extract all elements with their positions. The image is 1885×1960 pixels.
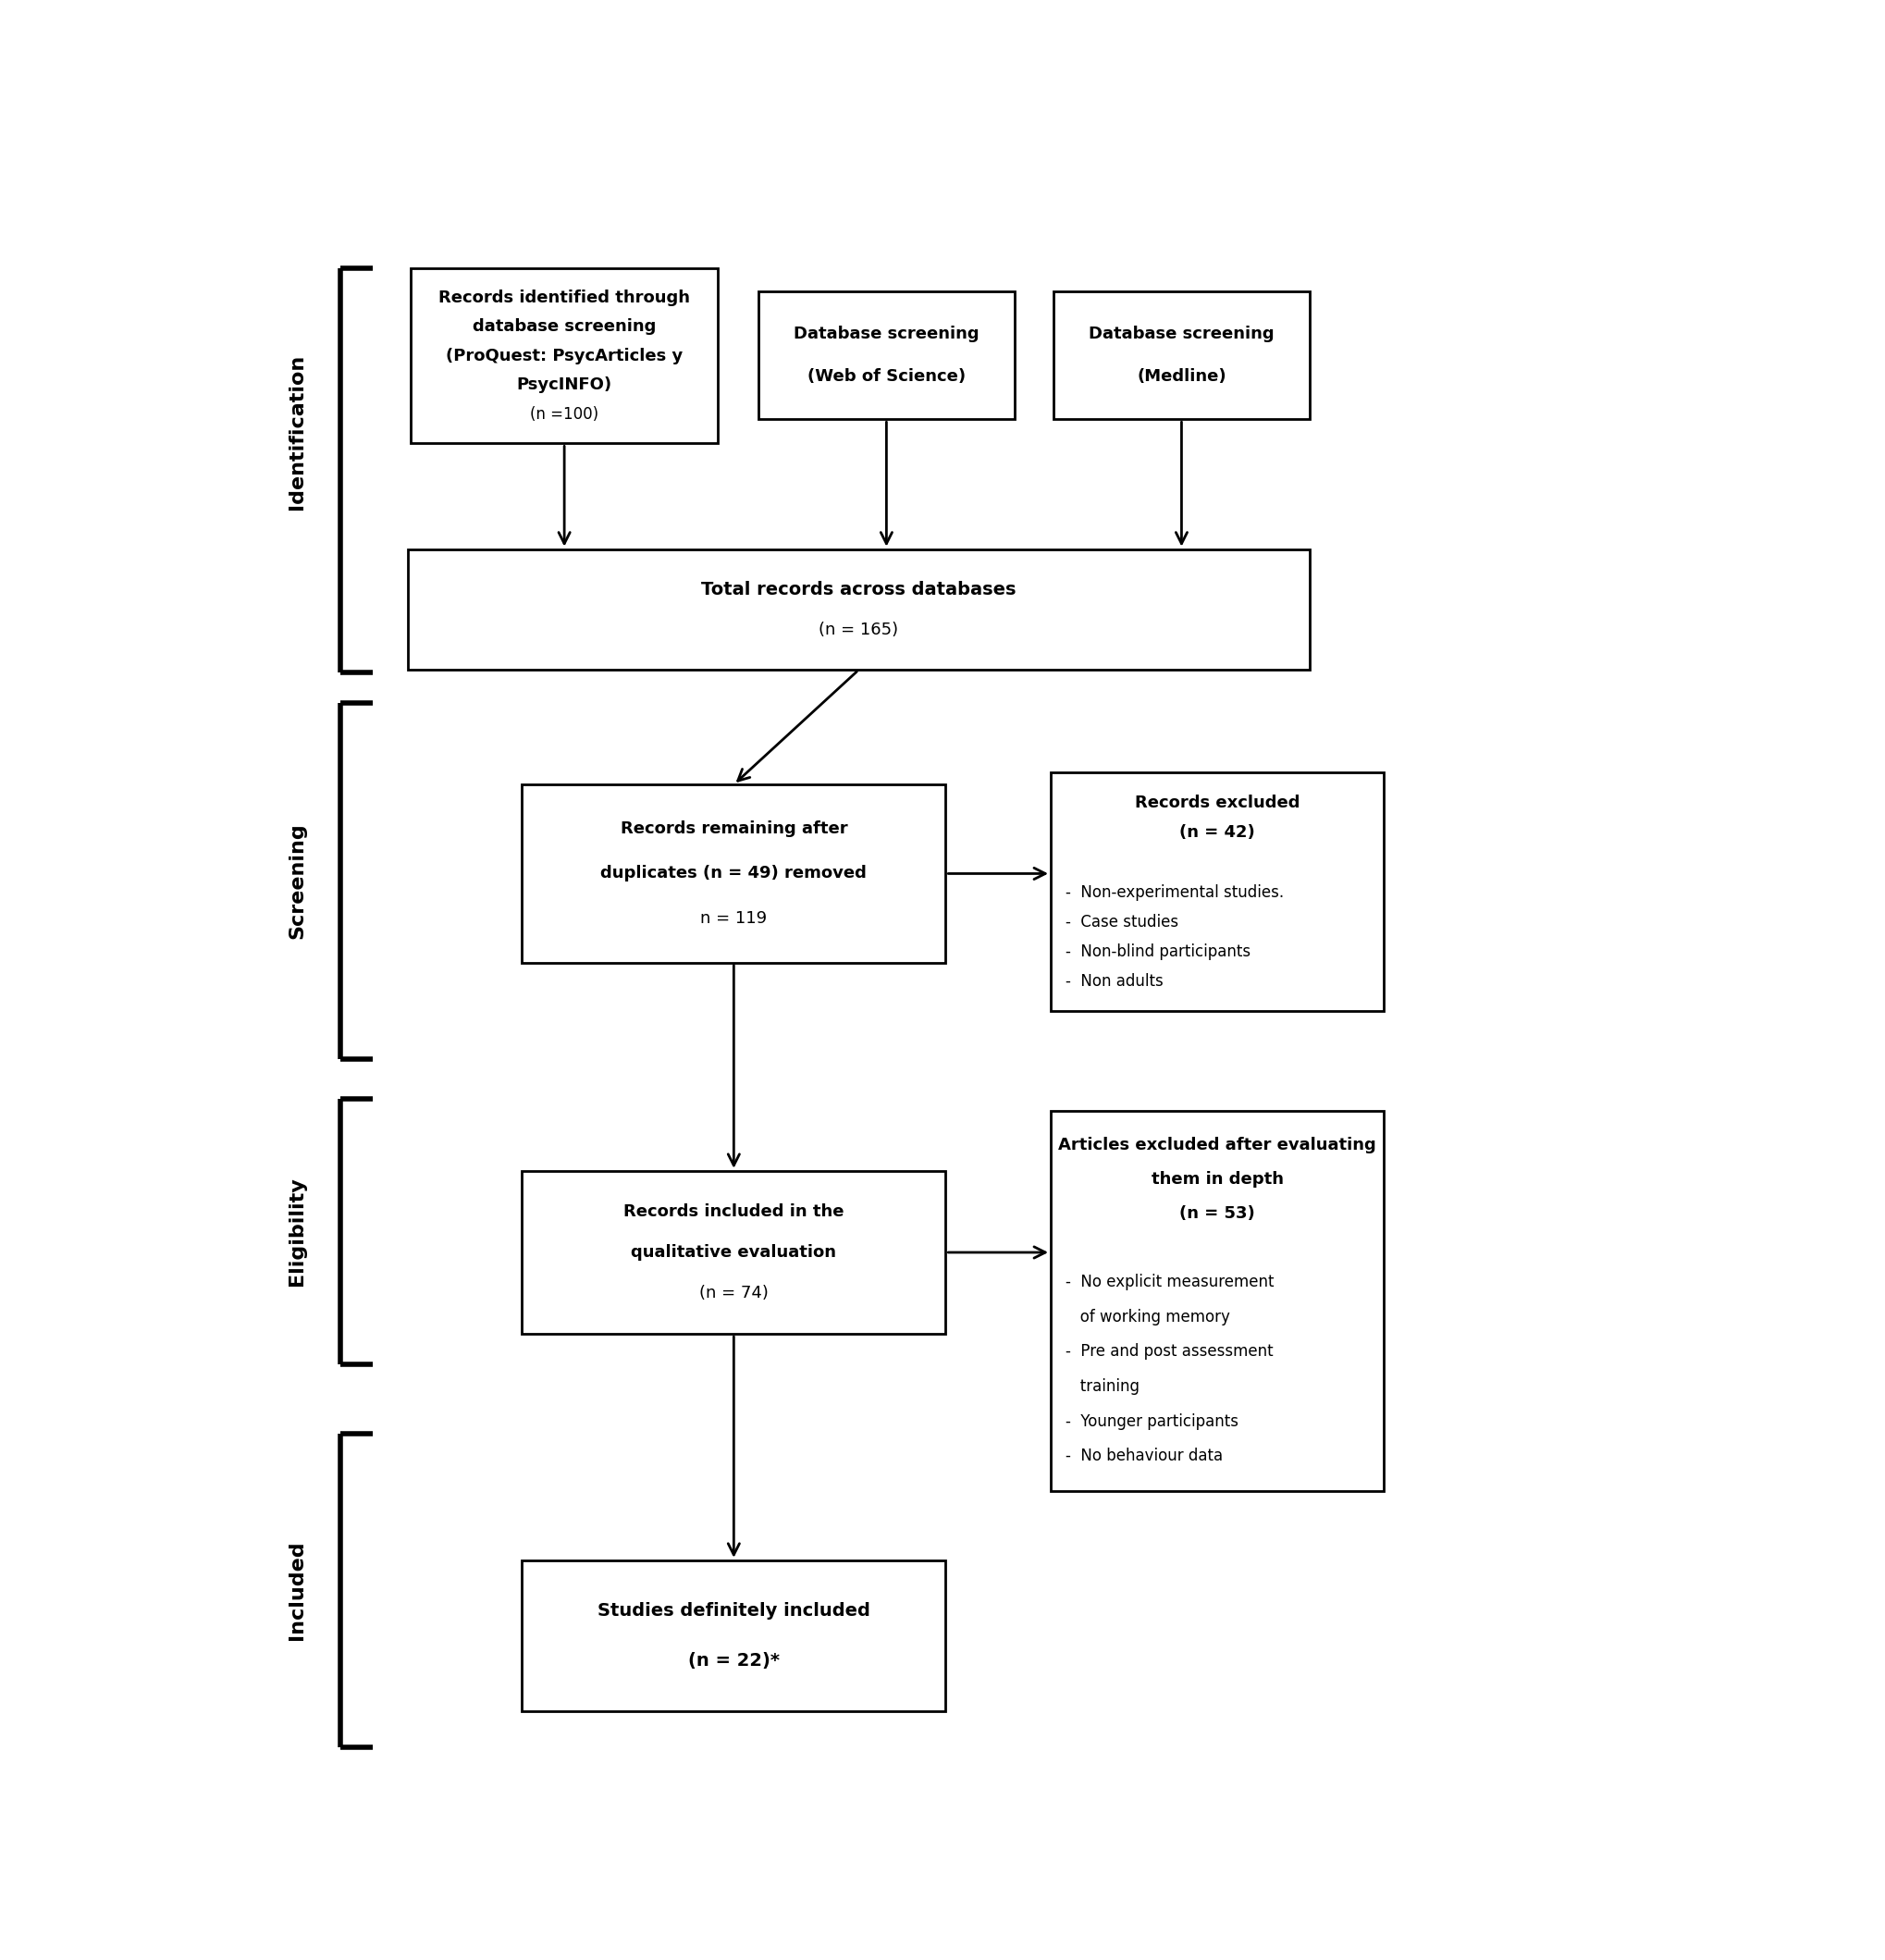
FancyBboxPatch shape: [411, 269, 718, 443]
Text: PsycINFO): PsycINFO): [516, 376, 613, 394]
Text: -  Case studies: - Case studies: [1065, 913, 1178, 931]
FancyBboxPatch shape: [522, 784, 946, 962]
Text: (n = 165): (n = 165): [818, 621, 899, 637]
Text: qualitative evaluation: qualitative evaluation: [631, 1245, 837, 1260]
Text: Records remaining after: Records remaining after: [620, 821, 848, 837]
Text: (n =100): (n =100): [530, 406, 599, 423]
Text: (ProQuest: PsycArticles y: (ProQuest: PsycArticles y: [447, 347, 682, 365]
Text: -  No explicit measurement: - No explicit measurement: [1065, 1274, 1274, 1290]
Text: (n = 22)*: (n = 22)*: [688, 1652, 780, 1670]
Text: (n = 42): (n = 42): [1180, 825, 1255, 841]
Text: Identification: Identification: [288, 353, 305, 510]
FancyBboxPatch shape: [758, 290, 1014, 419]
FancyBboxPatch shape: [522, 1560, 946, 1711]
Text: (n = 53): (n = 53): [1180, 1205, 1255, 1221]
Text: (n = 74): (n = 74): [699, 1286, 769, 1301]
Text: Total records across databases: Total records across databases: [701, 580, 1016, 598]
Text: Records included in the: Records included in the: [624, 1203, 844, 1219]
Text: duplicates (n = 49) removed: duplicates (n = 49) removed: [601, 864, 867, 882]
Text: (Medline): (Medline): [1137, 368, 1227, 384]
Text: Records excluded: Records excluded: [1135, 794, 1301, 811]
Text: Screening: Screening: [288, 823, 305, 939]
Text: n = 119: n = 119: [701, 909, 767, 927]
Text: Eligibility: Eligibility: [288, 1176, 305, 1286]
Text: -  Younger participants: - Younger participants: [1065, 1413, 1238, 1429]
FancyBboxPatch shape: [407, 549, 1310, 670]
Text: Included: Included: [288, 1541, 305, 1641]
Text: Database screening: Database screening: [794, 325, 978, 343]
Text: Studies definitely included: Studies definitely included: [598, 1601, 871, 1619]
Text: (Web of Science): (Web of Science): [807, 368, 965, 384]
Text: Records identified through: Records identified through: [439, 290, 690, 306]
Text: training: training: [1065, 1378, 1139, 1396]
Text: database screening: database screening: [473, 318, 656, 335]
Text: them in depth: them in depth: [1152, 1170, 1284, 1188]
Text: -  Non adults: - Non adults: [1065, 972, 1163, 990]
Text: -  Non-experimental studies.: - Non-experimental studies.: [1065, 884, 1284, 902]
Text: Database screening: Database screening: [1090, 325, 1274, 343]
FancyBboxPatch shape: [1050, 772, 1384, 1011]
FancyBboxPatch shape: [522, 1170, 946, 1335]
FancyBboxPatch shape: [1054, 290, 1310, 419]
Text: -  Pre and post assessment: - Pre and post assessment: [1065, 1343, 1272, 1360]
Text: of working memory: of working memory: [1065, 1309, 1229, 1325]
Text: -  No behaviour data: - No behaviour data: [1065, 1448, 1223, 1464]
Text: Articles excluded after evaluating: Articles excluded after evaluating: [1057, 1137, 1376, 1152]
Text: -  Non-blind participants: - Non-blind participants: [1065, 943, 1250, 960]
FancyBboxPatch shape: [1050, 1111, 1384, 1492]
